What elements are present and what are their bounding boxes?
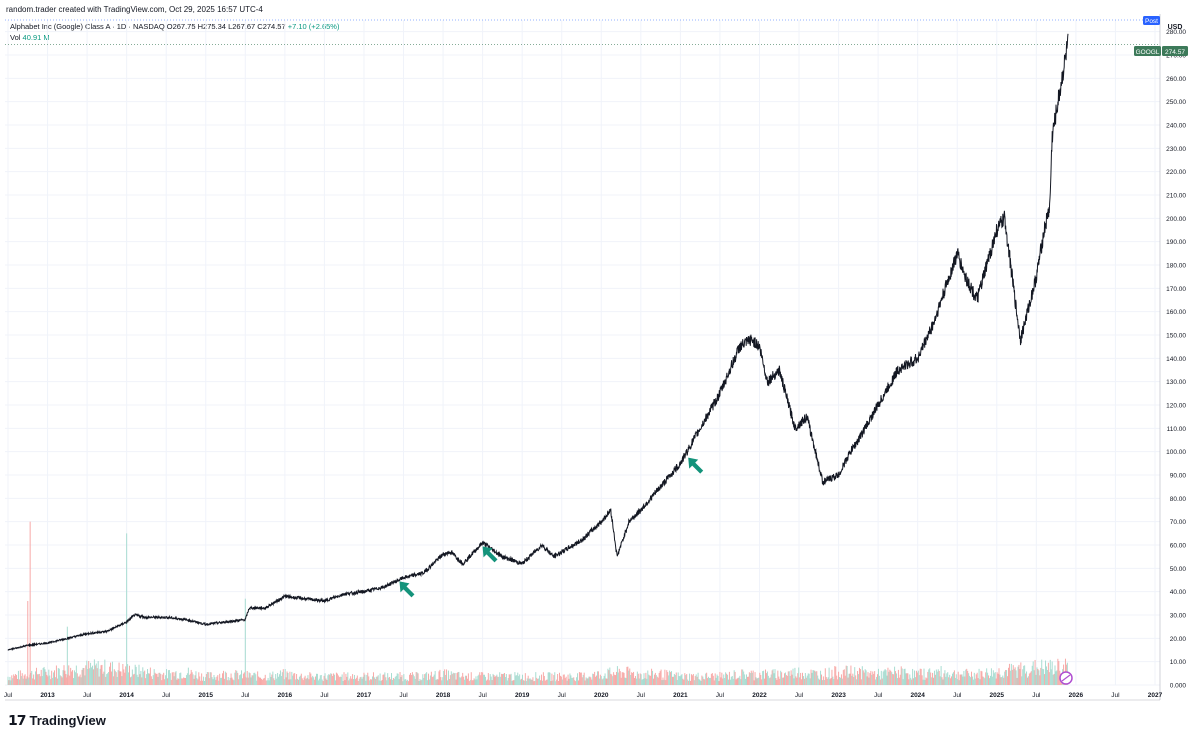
- price-axis: 0.000 10.00 20.00 30.00 40.00 50.00 60.00 70.00…: [1166, 29, 1186, 689]
- y-tick-label: 100.00: [1166, 449, 1186, 456]
- y-tick-label: 140.00: [1166, 356, 1186, 363]
- y-tick-label: 10.00: [1170, 659, 1187, 666]
- x-tick-label: Jul: [4, 692, 13, 699]
- x-tick-label: Jul: [795, 692, 804, 699]
- y-tick-label: 240.00: [1166, 123, 1186, 130]
- y-tick-label: 130.00: [1166, 379, 1186, 386]
- x-tick-label: 2024: [910, 692, 925, 699]
- brand-name: TradingView: [29, 713, 106, 728]
- ohlc-low: L267.67: [228, 22, 256, 31]
- y-tick-label: 210.00: [1166, 193, 1186, 200]
- y-tick-label: 50.00: [1170, 566, 1187, 573]
- ticker-badge-bg: [1134, 46, 1161, 56]
- y-tick-label: 260.00: [1166, 76, 1186, 83]
- magic-icon[interactable]: [1059, 671, 1073, 685]
- x-tick-label: Jul: [83, 692, 92, 699]
- price-line: [7, 33, 1069, 651]
- y-tick-label: 150.00: [1166, 333, 1186, 340]
- x-tick-label: 2023: [831, 692, 846, 699]
- chart-grid: [5, 14, 1161, 701]
- y-tick-label: 60.00: [1170, 543, 1187, 550]
- x-tick-label: Jul: [716, 692, 725, 699]
- brand-logo[interactable]: 𝟭𝟳 TradingView: [8, 712, 106, 729]
- y-tick-label: 280.00: [1166, 29, 1186, 36]
- volume-label: Vol: [10, 33, 21, 42]
- x-tick-label: Jul: [241, 692, 250, 699]
- y-tick-label: 230.00: [1166, 146, 1186, 153]
- tradingview-icon: 𝟭𝟳: [8, 712, 27, 728]
- x-tick-label: 2014: [119, 692, 134, 699]
- x-tick-label: 2017: [357, 692, 372, 699]
- ohlc-open: O267.75: [166, 22, 196, 31]
- y-tick-label: 20.00: [1170, 636, 1187, 643]
- y-tick-label: 110.00: [1167, 426, 1187, 433]
- volume-value: 40.91 M: [22, 33, 50, 42]
- x-tick-label: 2015: [199, 692, 214, 699]
- x-tick-label: Jul: [953, 692, 962, 699]
- ohlc-close: C274.57: [257, 22, 286, 31]
- x-tick-label: 2026: [1069, 692, 1084, 699]
- y-tick-label: 190.00: [1166, 239, 1186, 246]
- y-tick-label: 250.00: [1166, 99, 1186, 106]
- x-tick-label: 2025: [990, 692, 1005, 699]
- volume-bars: [7, 521, 1068, 685]
- x-tick-label: 2020: [594, 692, 609, 699]
- y-tick-label: 120.00: [1166, 403, 1186, 410]
- y-tick-label: 90.00: [1170, 473, 1187, 480]
- y-tick-label: 160.00: [1166, 309, 1186, 316]
- currency-label: USD: [1168, 24, 1183, 31]
- x-tick-label: 2022: [752, 692, 767, 699]
- x-tick-label: Jul: [558, 692, 567, 699]
- x-tick-label: 2027: [1148, 692, 1163, 699]
- y-tick-label: 80.00: [1170, 496, 1187, 503]
- y-tick-label: 200.00: [1166, 216, 1186, 223]
- x-tick-label: Jul: [637, 692, 646, 699]
- x-tick-label: 2013: [40, 692, 55, 699]
- y-tick-label: 0.000: [1170, 683, 1187, 690]
- x-tick-label: Jul: [1032, 692, 1041, 699]
- x-tick-label: Jul: [478, 692, 487, 699]
- post-badge: Post: [1145, 18, 1158, 25]
- price-change: +7.10 (+2.65%): [287, 22, 340, 31]
- x-tick-label: 2018: [436, 692, 451, 699]
- axis-badges: Post USD GOOGL 274.57: [1134, 16, 1188, 56]
- annotation-arrow: [688, 457, 704, 474]
- ticker-badge: GOOGL: [1136, 49, 1160, 56]
- x-tick-label: Jul: [162, 692, 171, 699]
- y-tick-label: 170.00: [1166, 286, 1186, 293]
- x-tick-label: Jul: [320, 692, 329, 699]
- y-tick-label: 30.00: [1170, 613, 1187, 620]
- y-tick-label: 70.00: [1170, 519, 1187, 526]
- annotation-arrow: [399, 581, 415, 598]
- y-tick-label: 220.00: [1166, 169, 1186, 176]
- x-tick-label: 2021: [673, 692, 688, 699]
- last-price-badge: 274.57: [1165, 49, 1185, 56]
- annotation-arrow: [482, 546, 498, 563]
- chart-credit: random.trader created with TradingView.c…: [6, 5, 263, 14]
- y-tick-label: 180.00: [1166, 263, 1186, 270]
- x-tick-label: 2019: [515, 692, 530, 699]
- last-price-badge-bg: [1162, 46, 1188, 56]
- ohlc-high: H275.34: [197, 22, 226, 31]
- time-axis: Jul 2013 Jul 2014 Jul 2015 Jul 2016 Jul 2017 Jul 20…: [4, 692, 1163, 699]
- post-badge-bg: [1143, 16, 1160, 25]
- x-tick-label: Jul: [399, 692, 408, 699]
- annotation-arrows: [399, 457, 704, 598]
- x-tick-label: 2016: [278, 692, 293, 699]
- x-tick-label: Jul: [874, 692, 883, 699]
- volume-line: Vol 40.91 M: [10, 32, 339, 43]
- x-tick-label: Jul: [1111, 692, 1120, 699]
- y-tick-label: 40.00: [1170, 589, 1187, 596]
